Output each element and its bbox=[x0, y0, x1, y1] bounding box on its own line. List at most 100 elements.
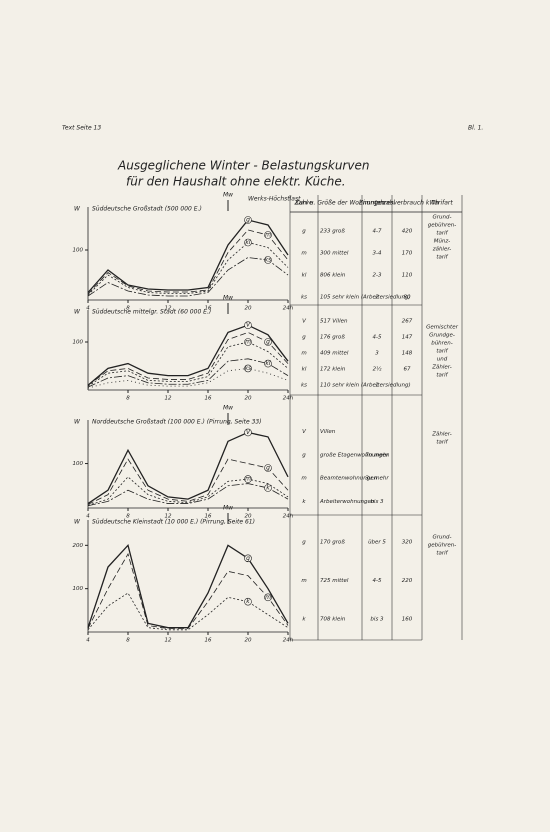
x-tick-label: 4 bbox=[86, 306, 90, 312]
x-tick-label: 12 bbox=[165, 396, 172, 402]
curve bbox=[87, 257, 289, 297]
x-tick-label: 24h bbox=[283, 638, 294, 644]
table-cell: 4-7 bbox=[373, 229, 382, 235]
title-line: für den Haushalt ohne elektr. Küche. bbox=[126, 175, 346, 189]
curve-marker bbox=[264, 593, 272, 602]
curve bbox=[87, 341, 289, 387]
curve-label: k bbox=[246, 598, 250, 605]
annotation: Werks-Höchstlast bbox=[248, 196, 301, 203]
curve-marker bbox=[244, 238, 252, 247]
table-cell: 3u.mehr bbox=[365, 476, 389, 482]
curve-label: g bbox=[266, 339, 270, 346]
table-cell: bis 3 bbox=[370, 616, 384, 622]
table-cell: m bbox=[301, 578, 306, 584]
table-cell: m bbox=[301, 476, 306, 482]
chart-title: Süddeutsche Kleinstadt (10 000 E.) (Pirr… bbox=[92, 519, 255, 526]
tariff: bühren- bbox=[431, 341, 453, 347]
y-tick-label: 200 bbox=[73, 543, 84, 549]
table-cell: 105 sehr klein (Arbeitersiedlung) bbox=[320, 295, 411, 301]
curve-label: kl bbox=[265, 360, 270, 367]
curve-marker bbox=[264, 464, 272, 472]
curve-marker bbox=[244, 216, 252, 224]
table-cell: kl bbox=[302, 273, 307, 279]
table-cell: g bbox=[302, 335, 306, 341]
curve-marker bbox=[244, 364, 252, 373]
x-tick-label: 20 bbox=[245, 306, 252, 312]
x-tick-label: 8 bbox=[126, 396, 130, 402]
tariff: Münz- bbox=[434, 239, 451, 245]
table-header: Jahresverbrauch kWh bbox=[374, 200, 439, 207]
curve-label: g bbox=[246, 217, 250, 224]
table-cell: 320 bbox=[402, 540, 413, 546]
table-cell: 160 bbox=[402, 616, 413, 622]
curve-label: ks bbox=[245, 365, 252, 372]
table-cell: 170 groß bbox=[320, 540, 345, 546]
table-cell: m bbox=[301, 251, 306, 257]
chart-title: Süddeutsche mittelgr. Stadt (60 000 E.) bbox=[92, 309, 211, 316]
curve-marker bbox=[244, 475, 252, 483]
x-tick-label: 12 bbox=[165, 638, 172, 644]
curve bbox=[87, 544, 289, 629]
x-tick-label: 24h bbox=[283, 514, 294, 520]
x-tick-label: 8 bbox=[126, 306, 130, 312]
table-cell: 4-5 bbox=[373, 578, 382, 584]
curve-label: kl bbox=[245, 239, 250, 246]
table-cell: 2½ bbox=[373, 366, 382, 373]
table-cell: 176 groß bbox=[320, 335, 345, 341]
table-cell: 172 klein bbox=[320, 367, 346, 373]
table-cell: 80 bbox=[404, 295, 411, 301]
x-tick-label: 4 bbox=[86, 638, 90, 644]
chart-title: Süddeutsche Großstadt (500 000 E.) bbox=[92, 206, 202, 213]
curve-marker bbox=[244, 428, 252, 437]
curve bbox=[87, 552, 289, 629]
curve-marker bbox=[264, 484, 272, 492]
table-cell: 220 bbox=[402, 578, 413, 584]
tariff: tarif bbox=[436, 440, 448, 446]
curve bbox=[87, 219, 289, 293]
table-cell: 409 mittel bbox=[320, 351, 349, 357]
curve bbox=[87, 324, 289, 386]
table-cell: 170 bbox=[402, 251, 413, 257]
x-tick-label: 16 bbox=[205, 306, 212, 312]
curve-label: ks bbox=[265, 257, 272, 264]
curve bbox=[87, 592, 289, 631]
table-cell: 300 mittel bbox=[320, 251, 349, 257]
x-tick-label: 16 bbox=[205, 514, 212, 520]
x-tick-label: 16 bbox=[205, 638, 212, 644]
table-cell: 110 sehr klein (Arbeitersiedlung) bbox=[320, 383, 411, 389]
tariff: und bbox=[437, 357, 448, 363]
tariff: Grund- bbox=[433, 535, 452, 541]
curve bbox=[87, 367, 289, 389]
table-cell: g bbox=[302, 540, 306, 546]
curve-label: g bbox=[266, 465, 270, 472]
table-cell: 4-5 bbox=[373, 335, 382, 341]
table-cell: große Etagenwohnungen bbox=[320, 452, 390, 458]
x-tick-label: 4 bbox=[86, 514, 90, 520]
curve bbox=[87, 358, 289, 388]
tariff: Zähler- bbox=[431, 432, 451, 438]
tariff: tarif bbox=[436, 231, 448, 237]
x-tick-label: 8 bbox=[126, 514, 130, 520]
curve-label: m bbox=[245, 476, 251, 483]
table-header: Zahl u. Größe der Wohnungen bbox=[294, 200, 386, 207]
x-tick-label: 12 bbox=[165, 306, 172, 312]
table-cell: k bbox=[302, 499, 306, 505]
table-cell: 233 groß bbox=[320, 229, 345, 235]
x-tick-label: 24h bbox=[283, 396, 294, 402]
x-tick-label: 20 bbox=[245, 638, 252, 644]
table-cell: 1 bbox=[375, 383, 379, 389]
table-cell: Arbeiterwohnungen bbox=[319, 499, 375, 505]
table-cell: V bbox=[302, 429, 307, 435]
curve bbox=[87, 229, 289, 295]
table-cell: g bbox=[302, 452, 306, 458]
tariff: gebühren- bbox=[428, 223, 456, 229]
y-tick-label: 100 bbox=[73, 586, 84, 592]
page-ref: Text Seite 13 bbox=[62, 125, 101, 132]
sheet-ref: Bl. 1. bbox=[468, 125, 483, 132]
y-axis-label: W bbox=[74, 309, 81, 316]
curve-label: g bbox=[246, 555, 250, 562]
x-tick-label: 24h bbox=[283, 306, 294, 312]
curve-label: k bbox=[266, 485, 270, 492]
y-axis-label: W bbox=[74, 206, 81, 213]
